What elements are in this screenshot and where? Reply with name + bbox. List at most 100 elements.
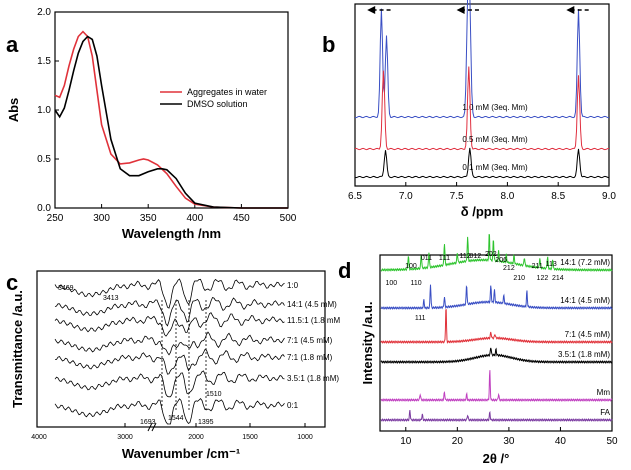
series-label: 14:1 (4.5 mM) (560, 296, 610, 305)
miller-index-label: 214 (552, 275, 564, 282)
series-line-2 (54, 312, 285, 337)
panel-label-d: d (338, 258, 351, 283)
series-label: FA (600, 408, 610, 417)
miller-index-label-red: 100 (385, 280, 397, 287)
panel-d-xrd: 10 20 30 40 50 2θ /° Intensity /a.u. 14:1 (7.2 … (360, 233, 618, 466)
panel-label-a: a (6, 32, 19, 57)
x-tick-label: 3000 (117, 434, 133, 441)
y-tick-label: 0.0 (37, 203, 51, 214)
series-label: 3.5:1 (1.8 mM) (287, 374, 339, 383)
x-tick-label: 350 (140, 213, 157, 224)
series-line-5 (380, 410, 613, 422)
y-tick-label: 1.0 (37, 105, 51, 116)
x-tick-label: 40 (555, 436, 567, 447)
x-tick-label: 8.5 (551, 191, 565, 202)
x-axis-title: Wavelength /nm (122, 226, 221, 241)
series-label: 0:1 (287, 401, 299, 410)
panel-c-ir: 4000 3000 2000 1500 1000 Wavenumber /cm⁻¹ Tran… (10, 270, 341, 461)
annotation-label: 3413 (103, 295, 119, 302)
y-axis-title: Abs (6, 98, 21, 123)
legend-label: DMSO solution (187, 99, 248, 109)
plot-frame (379, 254, 613, 432)
miller-index-label: 211 (532, 263, 543, 270)
panel-a-uv-vis: 250 300 350 400 450 500 0.0 0.5 1.0 1.5 2.0 Wavelen… (6, 7, 297, 241)
panel-label-c: c (6, 270, 18, 295)
series-label: 0.1 mM (3eq. Mm) (462, 163, 528, 172)
miller-index-label: 122 (537, 275, 549, 282)
plot-frame (354, 3, 610, 187)
series-line-1 (354, 66, 609, 151)
series-line-6 (54, 397, 285, 425)
series-label: 1.0 mM (3eq. Mm) (462, 103, 528, 112)
series-line-3 (380, 347, 613, 364)
y-tick-label: 2.0 (37, 7, 51, 18)
miller-index-label-red: 111 (415, 315, 426, 322)
y-tick-label: 1.5 (37, 56, 51, 67)
series-line-3 (54, 331, 285, 356)
series-line-0 (54, 278, 285, 309)
x-tick-label: 1000 (297, 434, 313, 441)
miller-index-label: 012 (470, 253, 482, 260)
panel-label-b: b (322, 32, 335, 57)
x-axis-title: Wavenumber /cm⁻¹ (122, 446, 240, 461)
series-label: 14:1 (4.5 mM) (287, 300, 337, 309)
annotation-label: 1693 (140, 419, 156, 426)
x-axis-title: 2θ /° (483, 451, 510, 466)
x-tick-label: 2000 (188, 434, 204, 441)
miller-index-label-red: 110 (411, 280, 422, 287)
x-tick-label: 7.0 (399, 191, 413, 202)
miller-index-label: 112 (459, 253, 470, 260)
series-label: 7:1 (1.8 mM) (287, 353, 333, 362)
series-line-0 (354, 0, 610, 119)
axis-break (147, 422, 153, 432)
x-tick-label: 500 (280, 213, 297, 224)
series-line-1 (54, 296, 285, 327)
series-line-2 (354, 147, 610, 179)
series-line-0 (380, 233, 613, 272)
x-tick-label: 50 (606, 436, 618, 447)
series-line-2 (380, 309, 613, 344)
x-tick-label: 9.0 (602, 191, 616, 202)
series-line-4 (54, 348, 285, 375)
plot-frame (54, 11, 289, 209)
series-label: 0.5 mM (3eq. Mm) (462, 135, 528, 144)
shift-arrow-head (367, 6, 376, 14)
x-tick-label: 8.0 (500, 191, 514, 202)
x-axis-title: δ /ppm (461, 204, 504, 219)
series-label: 1:0 (287, 281, 299, 290)
series-line-5 (54, 370, 285, 398)
series-label: 7:1 (4.5 mM) (565, 330, 611, 339)
series-label: 7:1 (4.5 mM) (287, 336, 333, 345)
x-tick-label: 7.5 (450, 191, 464, 202)
y-tick-label: 0.5 (37, 154, 51, 165)
shift-arrow-head (566, 6, 575, 14)
x-tick-label: 300 (93, 213, 110, 224)
series-line-1 (54, 35, 288, 209)
miller-index-label: 2̄02 (485, 251, 497, 258)
series-line-1 (380, 284, 613, 310)
x-tick-label: 30 (503, 436, 515, 447)
series-label: 11.5:1 (1.8 mM (287, 316, 341, 325)
annotation-label: 1544 (168, 415, 184, 422)
annotation-label: 1395 (198, 419, 214, 426)
panel-b-nmr: 6.5 7.0 7.5 8.0 8.5 9.0 δ /ppm 1.0 mM (3eq. Mm)… (348, 0, 616, 219)
y-axis-title: Transmittance /a.u. (10, 290, 25, 408)
x-tick-label: 20 (452, 436, 464, 447)
legend-label: Aggregates in water (187, 87, 267, 97)
miller-index-label: 011 (421, 255, 432, 262)
shift-arrow-head (456, 6, 465, 14)
x-tick-label: 450 (233, 213, 250, 224)
miller-index-label: 113 (546, 261, 557, 268)
series-label: 3.5:1 (1.8 mM) (558, 350, 610, 359)
series-label: Mm (597, 388, 611, 397)
series-label: 14:1 (7.2 mM) (560, 258, 610, 267)
annotation-label: 3469 (58, 285, 74, 292)
x-tick-label: 6.5 (348, 191, 362, 202)
x-tick-label: 1500 (242, 434, 258, 441)
miller-index-label: 212 (503, 265, 515, 272)
miller-index-label: 100 (405, 263, 417, 270)
miller-index-label: 210 (513, 275, 525, 282)
x-tick-label: 400 (186, 213, 203, 224)
x-tick-label: 10 (400, 436, 412, 447)
